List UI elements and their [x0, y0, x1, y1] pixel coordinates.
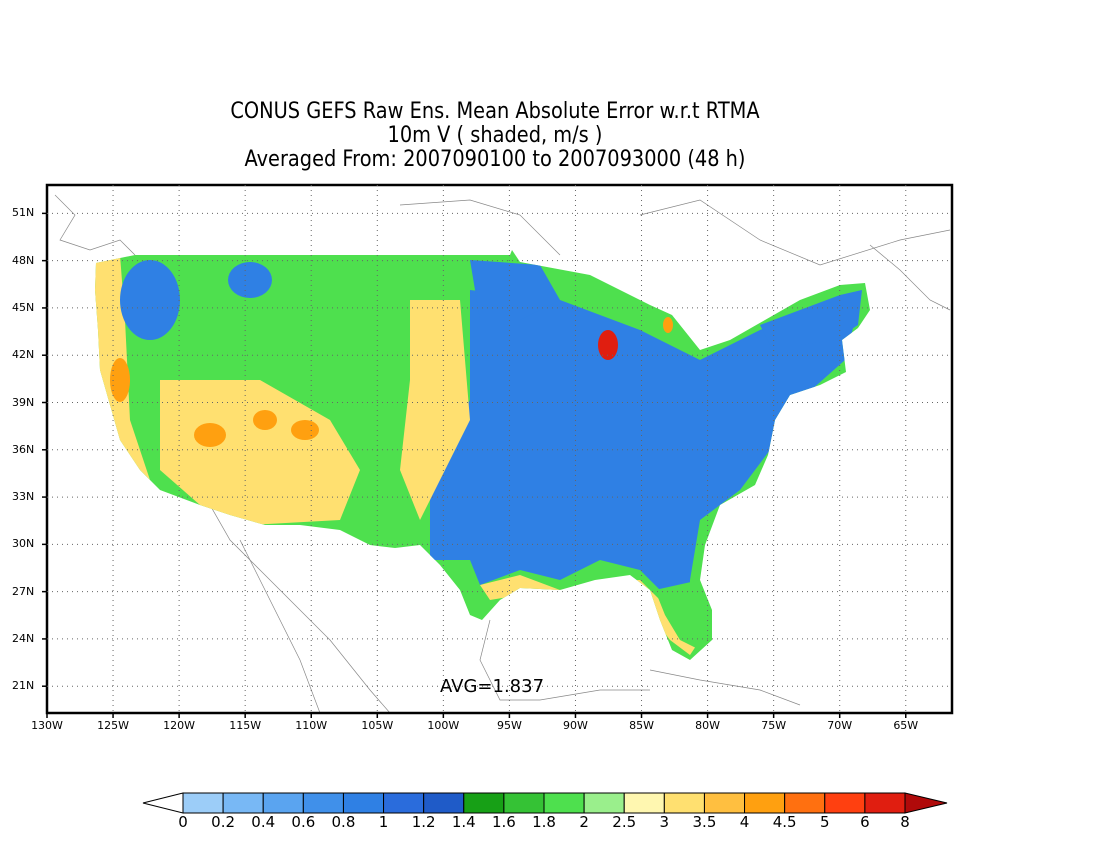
- colorbar-tick-label: 0.4: [251, 813, 276, 831]
- error-field-map: [95, 250, 870, 660]
- lon-tick-label: 65W: [893, 719, 919, 732]
- background-coastlines: [54, 194, 951, 713]
- colorbar-tick-label: 6: [860, 813, 870, 831]
- lon-tick-label: 90W: [563, 719, 588, 732]
- lon-tick-label: 85W: [629, 719, 654, 732]
- colorbar-tick-label: 2: [579, 813, 589, 831]
- grid-lines: [47, 185, 952, 713]
- lon-tick-label: 105W: [361, 719, 394, 732]
- lat-tick-label: 48N: [12, 253, 35, 267]
- lake-michigan-red-hotspot: [598, 330, 618, 360]
- colorbar-tick-label: 0.8: [331, 813, 356, 831]
- colorbar-tick-label: 2.5: [612, 813, 637, 831]
- southwest-orange-hotspot: [194, 423, 226, 447]
- chart-title: CONUS GEFS Raw Ens. Mean Absolute Error …: [0, 100, 990, 172]
- lon-tick-label: 95W: [496, 719, 522, 732]
- title-line-1: CONUS GEFS Raw Ens. Mean Absolute Error …: [230, 99, 760, 124]
- colorado-orange-hotspot: [291, 420, 319, 440]
- colorbar-tick-label: 0.2: [211, 813, 236, 831]
- tick-marks: [42, 212, 907, 718]
- lat-tick-label: 36N: [12, 442, 35, 456]
- avg-annotation: AVG=1.837: [440, 676, 545, 697]
- colorbar-tick-label: 1.8: [532, 813, 556, 831]
- lon-tick-label: 70W: [827, 719, 853, 732]
- eastern-low-error-field: [430, 290, 860, 620]
- northwest-blue-patch: [120, 260, 180, 340]
- lat-tick-label: 39N: [12, 395, 35, 409]
- lat-tick-label: 33N: [12, 490, 35, 504]
- colorbar-tick-label: 1.6: [491, 813, 516, 831]
- title-line-2: 10m V ( shaded, m/s ): [387, 123, 603, 148]
- colorbar-tick-label: 1.2: [411, 813, 436, 831]
- lat-tick-label: 30N: [12, 537, 35, 551]
- lon-tick-label: 75W: [761, 719, 787, 732]
- lon-tick-label: 110W: [295, 719, 328, 732]
- lon-tick-label: 100W: [427, 719, 460, 732]
- utah-orange-hotspot: [253, 410, 277, 430]
- lon-tick-label: 80W: [695, 719, 721, 732]
- lat-tick-label: 45N: [12, 300, 35, 314]
- southwest-yellow-field: [160, 380, 360, 525]
- florida-green: [655, 580, 712, 650]
- lat-tick-label: 51N: [12, 206, 35, 220]
- lon-tick-label: 120W: [163, 719, 196, 732]
- colorbar-tick-label: 3: [659, 813, 670, 831]
- colorbar-tick-label: 8: [900, 813, 910, 831]
- colorbar-tick-label: 0: [178, 813, 188, 831]
- colorbar-tick-label: 4: [739, 813, 750, 831]
- plot-frame: [45, 183, 954, 715]
- colorbar-tick-label: 5: [819, 813, 830, 831]
- lat-tick-label: 27N: [12, 584, 35, 598]
- california-orange-hotspot: [110, 358, 130, 402]
- lon-tick-label: 125W: [97, 719, 129, 732]
- montana-blue-patch: [228, 262, 272, 298]
- title-line-3: Averaged From: 2007090100 to 2007093000 …: [244, 147, 746, 172]
- lat-tick-label: 42N: [12, 348, 35, 362]
- lat-tick-label: 21N: [12, 679, 35, 693]
- lat-tick-label: 24N: [12, 631, 35, 645]
- colorbar-tick-label: 3.5: [692, 813, 717, 831]
- colorbar-tick-label: 1.4: [451, 813, 476, 831]
- lon-tick-label: 115W: [229, 719, 262, 732]
- colorbar-tick-label: 1: [378, 813, 389, 831]
- northern-plains-blue: [470, 260, 560, 320]
- colorbar-tick-label: 0.6: [291, 813, 316, 831]
- lon-tick-label: 130W: [31, 719, 63, 732]
- northeast-blue: [760, 290, 862, 345]
- colorbar-tick-label: 4.5: [772, 813, 797, 831]
- lake-huron-orange-spot: [663, 317, 673, 333]
